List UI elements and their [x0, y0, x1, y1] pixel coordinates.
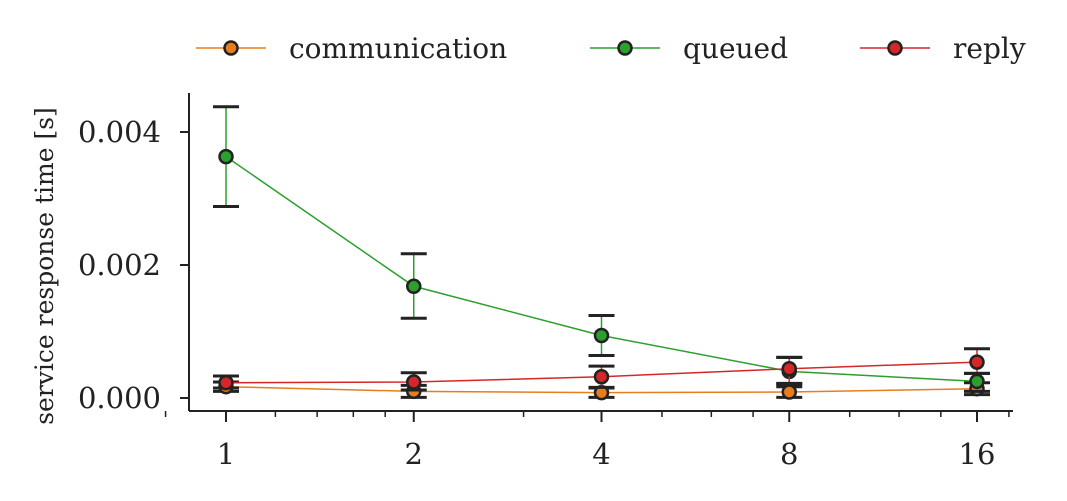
- y-axis-label: service response time [s]: [30, 107, 59, 425]
- legend-label: queued: [683, 32, 788, 65]
- data-point: [406, 278, 422, 295]
- legend: communication queued reply: [196, 32, 1026, 65]
- x-tick-label: 16: [959, 437, 996, 471]
- legend-item-communication: communication: [196, 32, 507, 65]
- data-point: [218, 374, 234, 391]
- legend-label: reply: [953, 32, 1026, 65]
- legend-item-queued: queued: [590, 32, 788, 65]
- legend-marker: [887, 40, 903, 56]
- legend-label: communication: [289, 32, 507, 65]
- legend-marker: [223, 40, 239, 56]
- series-reply: [213, 347, 990, 392]
- x-tick-label: 8: [780, 437, 798, 471]
- x-tick-label: 4: [592, 437, 610, 471]
- y-tick-label: 0.004: [78, 115, 161, 149]
- data-point: [406, 374, 422, 390]
- x-tick-label: 2: [405, 437, 423, 471]
- data-point: [781, 384, 797, 400]
- data-point: [969, 354, 985, 370]
- y-ticks: 0.000 0.002 0.004: [78, 115, 189, 415]
- x-ticks: 1 2 4 8 16: [164, 411, 1010, 471]
- data-point: [593, 368, 610, 385]
- data-point: [593, 327, 610, 344]
- legend-item-reply: reply: [860, 32, 1026, 65]
- y-tick-label: 0.000: [78, 381, 161, 415]
- x-tick-label: 1: [217, 437, 235, 471]
- series-queued: [213, 105, 990, 393]
- data-point: [781, 360, 797, 377]
- y-tick-label: 0.002: [78, 248, 161, 282]
- legend-marker: [617, 40, 633, 56]
- series-layer: [213, 105, 990, 401]
- data-point: [218, 148, 234, 165]
- data-point: [969, 373, 985, 390]
